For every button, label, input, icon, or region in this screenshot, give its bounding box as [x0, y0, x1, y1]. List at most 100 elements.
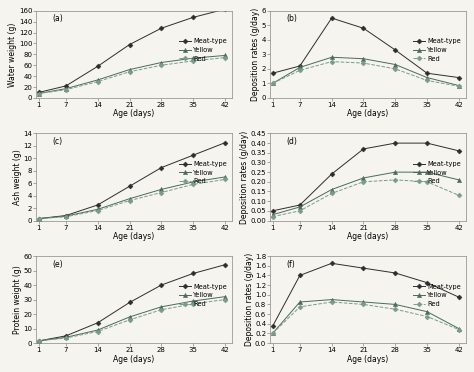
Yellow: [329, 187, 335, 192]
Text: (c): (c): [52, 137, 62, 146]
Yellow: [36, 339, 42, 343]
Legend: Meat-type, Yellow, Red: Meat-type, Yellow, Red: [178, 160, 228, 186]
Line: Red: Red: [271, 60, 461, 88]
Y-axis label: Deposition rates (g/day): Deposition rates (g/day): [240, 130, 249, 224]
Red: [36, 217, 42, 221]
Yellow: [456, 178, 462, 182]
Yellow: [95, 78, 100, 82]
Red: [158, 190, 164, 195]
Red: [392, 178, 398, 182]
Red: [361, 61, 366, 65]
Yellow: [456, 326, 462, 331]
Meat-type: [297, 203, 303, 207]
Yellow: [222, 53, 228, 58]
Line: Yellow: Yellow: [271, 170, 461, 217]
Line: Meat-type: Meat-type: [37, 263, 227, 343]
Red: [190, 302, 196, 306]
Meat-type: [158, 26, 164, 31]
Legend: Meat-type, Yellow, Red: Meat-type, Yellow, Red: [412, 282, 462, 308]
Yellow: [190, 299, 196, 303]
Legend: Meat-type, Yellow, Red: Meat-type, Yellow, Red: [178, 37, 228, 63]
Red: [456, 327, 462, 332]
Yellow: [270, 81, 275, 86]
Meat-type: [158, 283, 164, 287]
Meat-type: [63, 213, 69, 218]
Yellow: [63, 214, 69, 218]
Red: [127, 318, 132, 322]
Red: [329, 60, 335, 64]
Yellow: [95, 207, 100, 212]
Meat-type: [63, 334, 69, 338]
Meat-type: [36, 217, 42, 221]
Red: [222, 177, 228, 182]
X-axis label: Age (days): Age (days): [347, 355, 389, 364]
Meat-type: [392, 141, 398, 145]
Line: Meat-type: Meat-type: [271, 262, 461, 328]
Yellow: [329, 297, 335, 302]
Yellow: [270, 212, 275, 217]
Red: [36, 91, 42, 96]
Yellow: [329, 55, 335, 60]
Meat-type: [392, 271, 398, 275]
Y-axis label: Ash weight (g): Ash weight (g): [13, 149, 22, 205]
Yellow: [222, 295, 228, 299]
Red: [158, 63, 164, 67]
Yellow: [95, 328, 100, 332]
Red: [424, 78, 430, 83]
Meat-type: [127, 300, 132, 305]
Text: (d): (d): [286, 137, 297, 146]
Yellow: [158, 60, 164, 65]
Red: [297, 209, 303, 213]
Yellow: [297, 65, 303, 70]
Red: [361, 180, 366, 184]
Line: Yellow: Yellow: [36, 295, 227, 343]
Meat-type: [222, 263, 228, 267]
Red: [222, 297, 228, 302]
Yellow: [297, 205, 303, 209]
Meat-type: [158, 166, 164, 170]
Meat-type: [222, 7, 228, 12]
Yellow: [63, 86, 69, 91]
Meat-type: [36, 339, 42, 343]
Meat-type: [456, 76, 462, 80]
Red: [127, 70, 132, 74]
Yellow: [361, 176, 366, 180]
Meat-type: [424, 71, 430, 76]
Red: [95, 79, 100, 84]
Yellow: [392, 302, 398, 307]
Legend: Meat-type, Yellow, Red: Meat-type, Yellow, Red: [178, 282, 228, 308]
Red: [63, 336, 69, 340]
Yellow: [424, 310, 430, 314]
Yellow: [297, 300, 303, 304]
Red: [297, 68, 303, 73]
Red: [158, 308, 164, 312]
Red: [297, 305, 303, 309]
Yellow: [127, 67, 132, 72]
Meat-type: [95, 64, 100, 68]
Yellow: [392, 170, 398, 174]
X-axis label: Age (days): Age (days): [347, 232, 389, 241]
X-axis label: Age (days): Age (days): [113, 109, 155, 118]
Line: Meat-type: Meat-type: [271, 16, 461, 79]
Yellow: [424, 170, 430, 174]
Meat-type: [95, 321, 100, 325]
Yellow: [36, 217, 42, 221]
Meat-type: [392, 48, 398, 52]
Red: [127, 198, 132, 203]
Red: [361, 302, 366, 307]
Red: [36, 339, 42, 343]
Yellow: [158, 187, 164, 192]
Y-axis label: Deposition rates (g/day): Deposition rates (g/day): [245, 253, 254, 346]
Yellow: [190, 180, 196, 184]
Meat-type: [222, 141, 228, 145]
Red: [270, 214, 275, 219]
Meat-type: [190, 15, 196, 20]
Red: [63, 87, 69, 92]
Red: [222, 55, 228, 60]
Line: Red: Red: [271, 178, 461, 218]
X-axis label: Age (days): Age (days): [113, 232, 155, 241]
X-axis label: Age (days): Age (days): [113, 355, 155, 364]
Yellow: [36, 91, 42, 96]
Line: Red: Red: [37, 178, 227, 220]
Line: Red: Red: [37, 56, 227, 95]
